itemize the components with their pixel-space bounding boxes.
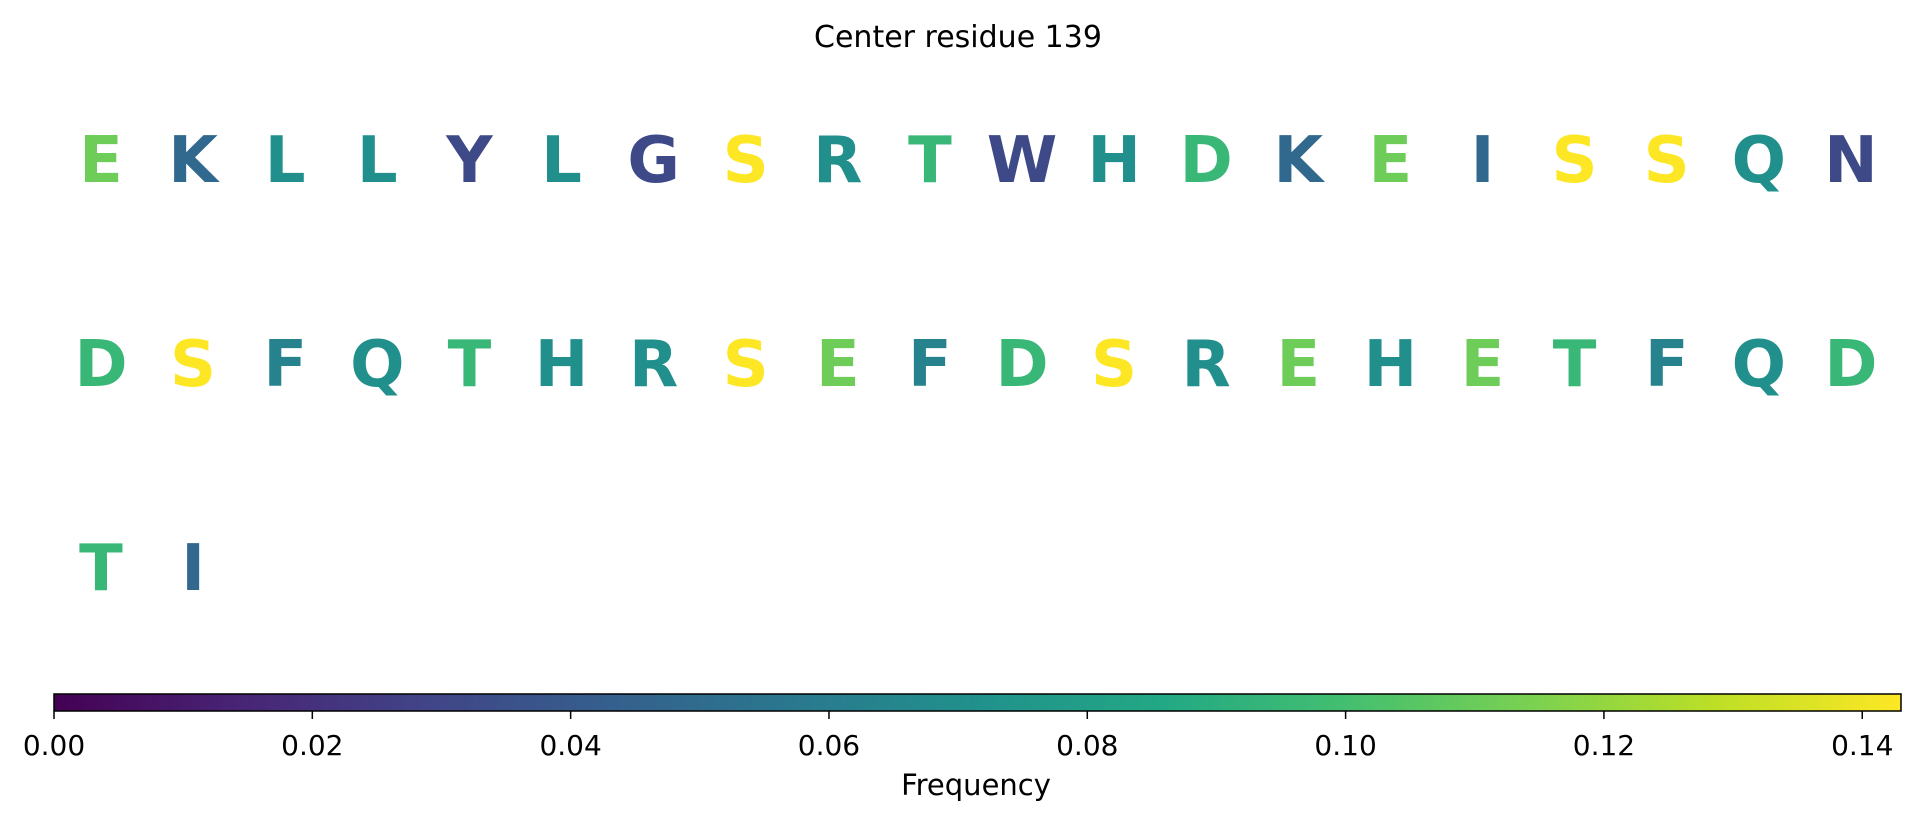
residue-letter: R: [1182, 328, 1231, 402]
residue-letter: W: [987, 124, 1058, 198]
colorbar-tick-label: 0.10: [1314, 729, 1376, 762]
residue-letter: Y: [445, 124, 493, 198]
residue-letter: F: [1645, 328, 1689, 402]
residue-letters: E K L L Y L G S R T W H D K E I S S Q ND S F Q T H R S E F D S R E H E T F Q D…: [74, 124, 1877, 606]
residue-letter: F: [908, 328, 952, 402]
colorbar-tick-label: 0.00: [23, 729, 85, 762]
residue-letter: Q: [1732, 328, 1786, 402]
residue-letter: D: [1824, 328, 1877, 402]
residue-letter: R: [629, 328, 678, 402]
residue-letter: E: [1461, 328, 1505, 402]
colorbar-tick-label: 0.04: [539, 729, 601, 762]
residue-letter: S: [1644, 124, 1690, 198]
colorbar-tick-label: 0.06: [798, 729, 860, 762]
residue-letter: L: [357, 124, 398, 198]
residue-letter: D: [995, 328, 1048, 402]
residue-letter: T: [1553, 328, 1597, 402]
residue-letter: T: [448, 328, 492, 402]
residue-letter: D: [1180, 124, 1233, 198]
residue-letter: S: [170, 328, 216, 402]
residue-letter: E: [79, 124, 123, 198]
residue-letter: I: [181, 532, 205, 606]
residue-letter: H: [535, 328, 589, 402]
residue-letter: E: [1276, 328, 1320, 402]
residue-letter: T: [79, 532, 123, 606]
chart-title: Center residue 139: [814, 20, 1102, 55]
residue-letter: E: [1369, 124, 1413, 198]
residue-letter: H: [1364, 328, 1418, 402]
colorbar-label: Frequency: [901, 768, 1051, 802]
residue-letter: S: [1552, 124, 1598, 198]
residue-letter: N: [1824, 124, 1878, 198]
residue-letter: R: [813, 124, 862, 198]
residue-letter: S: [723, 124, 769, 198]
colorbar-tick-label: 0.12: [1573, 729, 1635, 762]
residue-letter: Q: [1732, 124, 1786, 198]
residue-letter: E: [816, 328, 860, 402]
colorbar-tick-label: 0.08: [1056, 729, 1118, 762]
residue-letter: L: [265, 124, 306, 198]
residue-letter: D: [74, 328, 127, 402]
colorbar-tick-label: 0.14: [1831, 729, 1893, 762]
residue-letter: T: [908, 124, 952, 198]
residue-letter: K: [1274, 124, 1326, 198]
residue-letter: S: [1091, 328, 1137, 402]
residue-letter: L: [541, 124, 582, 198]
residue-letter: G: [627, 124, 680, 198]
residue-letter: I: [1471, 124, 1495, 198]
residue-letter: S: [723, 328, 769, 402]
colorbar-gradient: [53, 693, 1902, 712]
residue-letter: F: [263, 328, 307, 402]
colorbar-tick-label: 0.02: [281, 729, 343, 762]
colorbar: 0.00 0.02 0.04 0.06 0.08 0.10 0.12 0.14: [23, 693, 1902, 762]
residue-letter: H: [1087, 124, 1141, 198]
residue-letter: Q: [350, 328, 404, 402]
residue-letter: K: [168, 124, 220, 198]
